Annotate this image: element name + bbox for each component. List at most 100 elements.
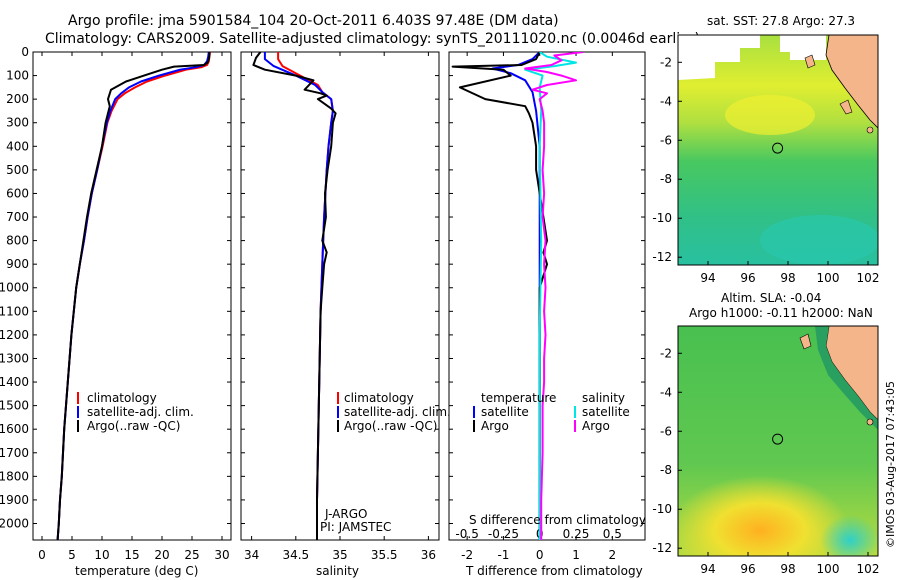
sla-map-field (678, 326, 878, 556)
legend-label-t-satellite: satellite (481, 405, 529, 419)
sla-map-ytick-label: -10 (652, 502, 672, 516)
salinity-legend: climatology satellite-adj. clim. Argo(..… (337, 391, 451, 433)
pressure-tick-label: 200 (6, 92, 29, 106)
temperature-xlabel: temperature (deg C) (75, 564, 198, 578)
legend-label-climatology: climatology (344, 391, 414, 405)
difference-xlabel-t: T difference from climatology (465, 564, 643, 578)
sla-map-xtick-label: 102 (857, 562, 880, 576)
sla-shelf-mask (815, 326, 878, 430)
legend-title-salinity: salinity (582, 391, 625, 405)
temperature-series (56, 52, 211, 540)
sst-map-ytick-label: -2 (660, 55, 672, 69)
salinity-xtick-label: 35 (332, 548, 347, 562)
temperature-xtick-label: 10 (94, 548, 109, 562)
temperature-xtick-label: 15 (124, 548, 139, 562)
difference-s-tick-label: 0.25 (563, 527, 590, 541)
temperature-xtick-label: 20 (154, 548, 169, 562)
salinity-xtick-label: 35.5 (371, 548, 398, 562)
difference-xtick-label: 1 (572, 548, 580, 562)
sla-argo-location-marker (772, 433, 784, 445)
legend-label-s-argo: Argo (582, 419, 610, 433)
sst-island-2 (839, 99, 853, 115)
legend-label-climatology: climatology (87, 391, 157, 405)
sla-map-ytick-label: -12 (652, 541, 672, 555)
salinity-series (252, 52, 337, 540)
imos-watermark: ©IMOS 03-Aug-2017 07:43:05 (884, 381, 897, 548)
sla-warm-anomaly (678, 470, 850, 556)
temperature-panel: 0 5 10 15 20 25 30 temperature (deg C) climato… (32, 51, 232, 578)
sst-map-frame (677, 34, 879, 266)
pressure-tick-label: 600 (6, 186, 29, 200)
sst-map-xtick-label: 100 (817, 271, 840, 285)
sst-map-ytick-label: -10 (652, 211, 672, 225)
difference-s-tick-label: 0.5 (603, 527, 622, 541)
difference-xtick-label: 2 (609, 548, 617, 562)
title-line-2: Climatology: CARS2009. Satellite-adjuste… (45, 31, 700, 47)
legend-title-temperature: temperature (481, 391, 556, 405)
pressure-tick-label: 1600 (0, 422, 29, 436)
legend-label-satellite: satellite-adj. clim. (87, 405, 194, 419)
sla-cool-anomaly (820, 515, 878, 556)
salinity-xtick-label: 34.5 (282, 548, 309, 562)
sla-island-2 (866, 418, 874, 426)
pressure-tick-label: 1900 (0, 493, 29, 507)
pressure-tick-label: 300 (6, 116, 29, 130)
pressure-tick-label: 1500 (0, 399, 29, 413)
temperature-xtick-label: 30 (214, 548, 229, 562)
difference-ticks: -2 -1 0 1 2-0.5 -0.25 0 0.25 0.5 (449, 51, 645, 562)
legend-label-t-argo: Argo (481, 419, 509, 433)
sst-warm-patch (725, 95, 815, 135)
pressure-tick-label: 500 (6, 163, 29, 177)
sst-map-ticks: 94 96 98 100 102 -2 -4 -6 -8 -10 -12 (652, 55, 879, 285)
sla-map-ytick-label: -4 (660, 385, 672, 399)
pressure-tick-label: 0 (21, 45, 29, 59)
sla-map-panel: Altim. SLA: -0.04 Argo h1000: -0.11 h200… (652, 291, 879, 576)
difference-series-s-argo (524, 52, 584, 540)
difference-xlabel-s: S difference from climatology (469, 513, 646, 527)
pressure-tick-label: 900 (6, 257, 29, 271)
pressure-tick-label: 400 (6, 139, 29, 153)
sst-island-3 (866, 126, 874, 134)
difference-legend: temperature satellite Argo salinity sate… (473, 391, 630, 433)
sst-island (804, 54, 816, 69)
pressure-tick-label: 1200 (0, 328, 29, 342)
salinity-series-argo-raw-qc (252, 52, 337, 540)
sst-map-xtick-label: 102 (857, 271, 880, 285)
pressure-tick-label: 800 (6, 234, 29, 248)
title-line-1: Argo profile: jma 5901584_104 20-Oct-201… (68, 13, 559, 29)
sst-map-xtick-label: 98 (780, 271, 795, 285)
sst-cloud-gap-2 (780, 35, 826, 60)
pressure-tick-label: 1800 (0, 469, 29, 483)
sst-map-xtick-label: 96 (740, 271, 755, 285)
salinity-axes-frame (240, 51, 440, 541)
difference-s-tick-label: -0.5 (455, 527, 478, 541)
difference-series-t-satellite (491, 52, 541, 540)
annotation-program: J-ARGO (324, 507, 367, 521)
salinity-ticks: 34 34.5 35 35.5 36 (241, 51, 439, 562)
legend-label-satellite: satellite-adj. clim. (344, 405, 451, 419)
sla-map-title-2: Argo h1000: -0.11 h2000: NaN (689, 306, 873, 320)
sst-map-field (678, 35, 878, 265)
sla-map-xtick-label: 94 (700, 562, 715, 576)
difference-xtick-label: -1 (497, 548, 509, 562)
sla-map-xtick-label: 96 (740, 562, 755, 576)
pressure-tick-label: 1300 (0, 351, 29, 365)
sla-map-frame (677, 325, 879, 557)
difference-xtick-label: -2 (461, 548, 473, 562)
sst-map-ytick-label: -8 (660, 172, 672, 186)
temperature-axes-frame (32, 51, 232, 541)
sla-map-xtick-label: 98 (780, 562, 795, 576)
pressure-tick-labels: 0 100 200 300 400 500 600 700 800 900 1000 1100 1200… (0, 45, 29, 530)
sla-island (799, 333, 812, 350)
sst-map-title: sat. SST: 27.8 Argo: 27.3 (707, 14, 855, 28)
difference-series-s-satellite (524, 52, 577, 540)
temperature-xtick-label: 25 (184, 548, 199, 562)
sla-map-ticks: 94 96 98 100 102 -2 -4 -6 -8 -10 -12 (652, 346, 879, 576)
temperature-legend: climatology satellite-adj. clim. Argo(..… (77, 391, 194, 433)
salinity-xlabel: salinity (316, 564, 359, 578)
pressure-tick-label: 2000 (0, 516, 29, 530)
sst-map-ytick-label: -12 (652, 250, 672, 264)
pressure-tick-label: 1400 (0, 375, 29, 389)
annotation-pi: PI: JAMSTEC (320, 520, 391, 534)
